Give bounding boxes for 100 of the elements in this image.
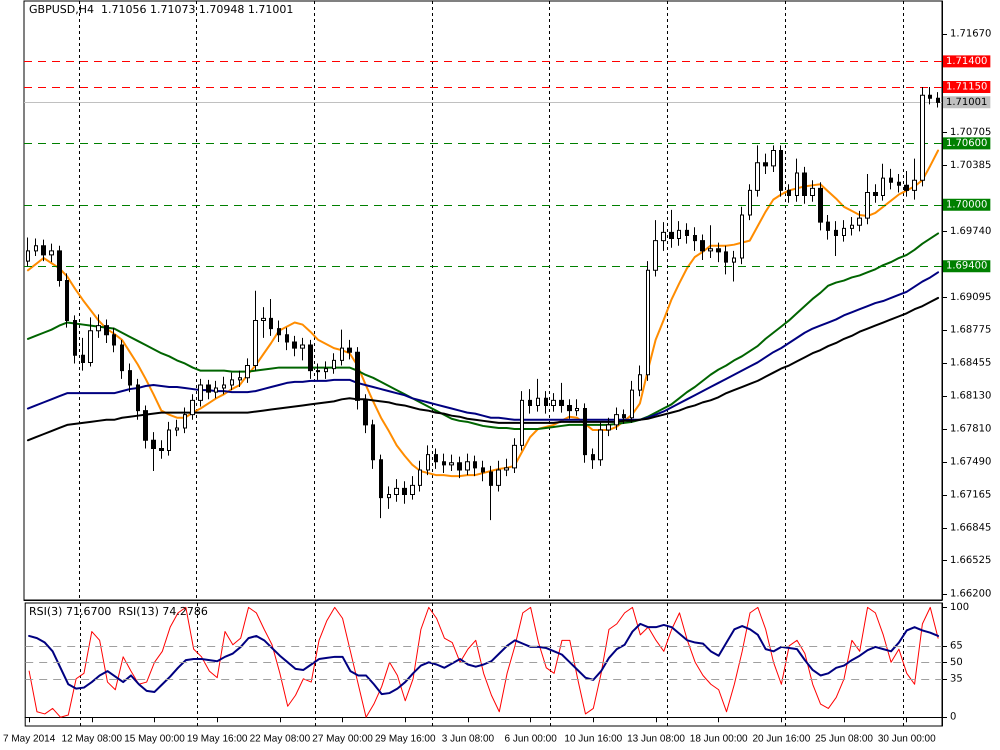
ref-line-label: 1.71150 [946,82,988,93]
candlestick [136,378,140,420]
candlestick [34,238,38,256]
candlestick [332,352,336,374]
line-series [26,271,940,421]
candlestick [222,376,226,395]
candlestick [104,318,109,344]
candlestick [371,419,375,470]
line-series [28,622,940,696]
candlestick [151,432,156,472]
candlestick [881,163,885,202]
chart-title: GBPUSD,H4 1.71056 1.71073 1.70948 1.71001 [29,3,294,16]
candlestick [285,327,289,351]
candlestick [214,380,218,399]
candlestick [355,346,360,410]
candlestick [834,220,838,256]
candlestick [685,222,689,244]
candlestick [120,339,124,380]
x-tick-label: 13 Jun 08:00 [627,734,686,744]
candlestick [167,421,171,456]
candlestick [850,216,854,236]
candlestick [732,250,736,282]
candlestick [277,320,281,342]
y-tick-label: 1.68455 [950,357,992,368]
candlestick [73,314,77,364]
candlestick [426,444,430,476]
candlestick [936,92,940,108]
candlestick [442,453,446,474]
y-tick-label: 35 [950,673,963,684]
candlestick [795,158,799,202]
candlestick [26,237,30,267]
candlestick [49,243,54,263]
candlestick [489,465,493,521]
candlestick [920,86,925,187]
x-tick-label: 20 Jun 16:00 [752,734,811,744]
candlestick [755,144,760,198]
candlestick [316,362,320,380]
candlestick [810,180,815,202]
candlestick [88,316,93,368]
x-tick-label: 27 May 00:00 [312,734,374,744]
ref-line-label: 1.69400 [946,260,988,272]
candlestick [379,454,383,519]
candlestick [630,380,634,424]
candlestick [387,486,391,510]
y-tick-label: 1.67810 [950,424,992,435]
candlestick [559,382,564,414]
candlestick [653,220,658,277]
candlestick [693,226,697,252]
candlestick [183,407,187,434]
candlestick [410,476,415,500]
candlestick [253,290,258,372]
y-tick-label: 1.70385 [950,160,992,171]
candlestick [857,210,862,232]
candlestick [779,144,783,198]
candlestick [128,362,132,393]
x-tick-label: 18 Jun 00:00 [690,734,748,744]
y-tick-label: 1.70705 [950,127,992,138]
candlestick [496,460,501,492]
candlestick [646,260,650,382]
candlestick [912,158,917,200]
y-tick-label: 50 [950,656,963,668]
candlestick [740,206,744,265]
candlestick [96,314,101,338]
line-series [26,232,940,430]
candlestick [865,174,870,225]
candlestick [230,372,234,391]
candlestick [897,174,901,193]
candlestick [457,456,462,479]
candlestick [504,458,509,477]
candlestick [481,460,485,482]
x-tick-label: 30 Jun 00:00 [878,734,936,744]
candlestick [842,220,846,242]
candlestick [57,245,62,288]
candlestick [716,242,721,263]
candlestick [206,379,211,400]
x-tick-label: 22 May 08:00 [250,734,311,744]
candlestick [638,365,642,397]
candlestick [889,168,893,190]
y-tick-label: 1.68130 [950,390,992,402]
x-tick-label: 12 May 08:00 [62,734,123,744]
candlestick [292,335,297,357]
y-tick-label: 1.71670 [950,28,992,40]
candlestick [473,455,477,477]
x-tick-label: 15 May 00:00 [124,734,186,744]
y-tick-label: 1.66200 [950,588,992,600]
ref-line-label: 1.70600 [946,138,988,149]
candlestick [347,339,352,360]
y-tick-label: 1.69095 [950,292,992,303]
y-tick-label: 0 [950,712,956,723]
candlestick [700,234,705,261]
candlestick [928,86,932,105]
candlestick [873,184,878,204]
candlestick [465,453,470,476]
candlestick [622,409,626,424]
candlestick [402,480,407,504]
candlestick [536,378,540,412]
ref-line-label: 1.71001 [946,96,988,108]
candlestick [575,398,579,416]
candlestick [708,224,713,259]
candlestick [394,478,399,502]
